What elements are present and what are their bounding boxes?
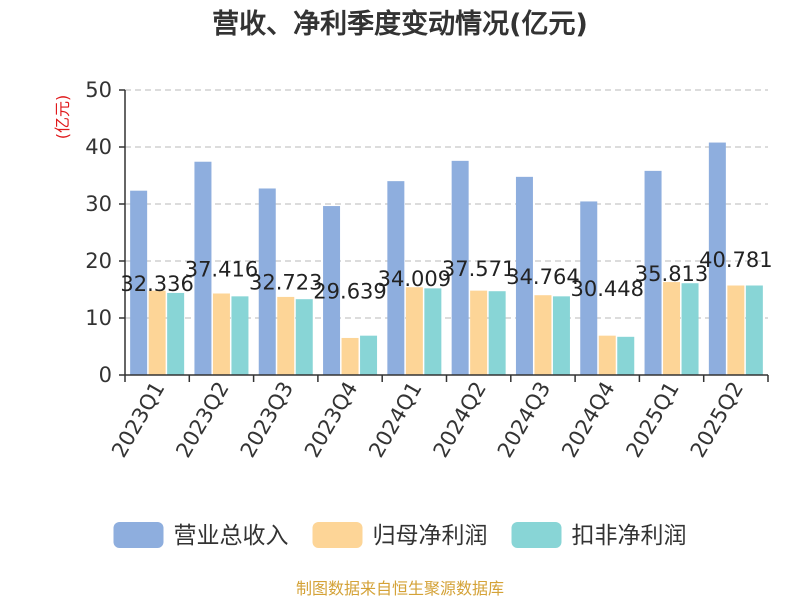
legend-label: 扣非净利润	[572, 523, 687, 549]
bar	[708, 142, 726, 375]
bar	[277, 296, 295, 375]
data-label: 37.571	[442, 257, 515, 281]
data-label: 35.813	[635, 262, 708, 286]
data-label: 34.009	[378, 267, 451, 291]
bar	[360, 335, 378, 375]
data-label: 40.781	[699, 248, 772, 272]
x-tick-label: 2024Q2	[429, 378, 491, 462]
bar	[552, 296, 570, 375]
x-tick-label: 2023Q1	[107, 378, 169, 462]
legend-item: 扣非净利润	[511, 522, 687, 549]
bar	[424, 288, 442, 375]
bar	[681, 283, 699, 375]
x-tick-label: 2025Q1	[621, 378, 683, 462]
bar	[451, 160, 469, 375]
y-tick-label: 40	[85, 135, 112, 159]
bars	[130, 142, 763, 375]
y-axis-label: (亿元)	[53, 95, 72, 140]
y-tick-label: 20	[85, 249, 112, 273]
bar	[580, 201, 598, 375]
x-tick-label: 2023Q2	[171, 378, 233, 462]
legend-item: 归母净利润	[312, 522, 488, 549]
data-label: 30.448	[571, 277, 644, 301]
x-tick-label: 2024Q3	[493, 378, 555, 462]
data-label: 32.723	[249, 271, 322, 295]
legend-label: 营业总收入	[174, 523, 289, 549]
y-tick-label: 10	[85, 306, 112, 330]
bar	[727, 285, 745, 375]
bar	[387, 181, 405, 375]
bar	[194, 161, 212, 375]
legend-item: 营业总收入	[113, 522, 289, 549]
legend: 营业总收入 归母净利润 扣非净利润	[113, 522, 687, 549]
bar	[323, 206, 341, 375]
legend-label: 归母净利润	[373, 523, 488, 549]
y-tick-label: 30	[85, 192, 112, 216]
legend-swatch	[113, 522, 164, 548]
bar	[212, 293, 230, 375]
bar	[258, 188, 276, 375]
bar	[617, 336, 635, 375]
bar	[663, 282, 681, 375]
data-label: 32.336	[120, 272, 193, 296]
legend-swatch	[312, 522, 363, 548]
bar	[295, 299, 313, 375]
x-tick-label: 2024Q1	[364, 378, 426, 462]
y-tick-label: 0	[99, 363, 112, 387]
y-tick-label: 50	[85, 78, 112, 102]
bar	[745, 285, 763, 375]
x-tick-label: 2023Q3	[236, 378, 298, 462]
x-tick-label: 2025Q2	[686, 378, 748, 462]
bar	[148, 290, 166, 375]
bar	[167, 292, 185, 375]
data-label: 37.416	[185, 257, 258, 281]
bar	[470, 290, 488, 375]
bar	[515, 176, 533, 375]
source-note: 制图数据来自恒生聚源数据库	[296, 579, 504, 598]
x-tick-label: 2024Q4	[557, 378, 619, 462]
bar	[488, 291, 506, 375]
bar	[534, 295, 552, 375]
legend-swatch	[511, 522, 562, 548]
chart-title: 营收、净利季度变动情况(亿元)	[212, 8, 588, 40]
bar	[644, 170, 662, 375]
data-label: 34.764	[506, 265, 579, 289]
bar	[130, 190, 148, 375]
bar	[405, 287, 423, 375]
bar	[231, 296, 249, 375]
x-tick-label: 2023Q4	[300, 378, 362, 462]
data-label: 29.639	[313, 280, 386, 304]
bar	[598, 335, 616, 375]
data-labels: 32.33637.41632.72329.63934.00937.57134.7…	[120, 248, 772, 304]
bar	[341, 337, 359, 375]
